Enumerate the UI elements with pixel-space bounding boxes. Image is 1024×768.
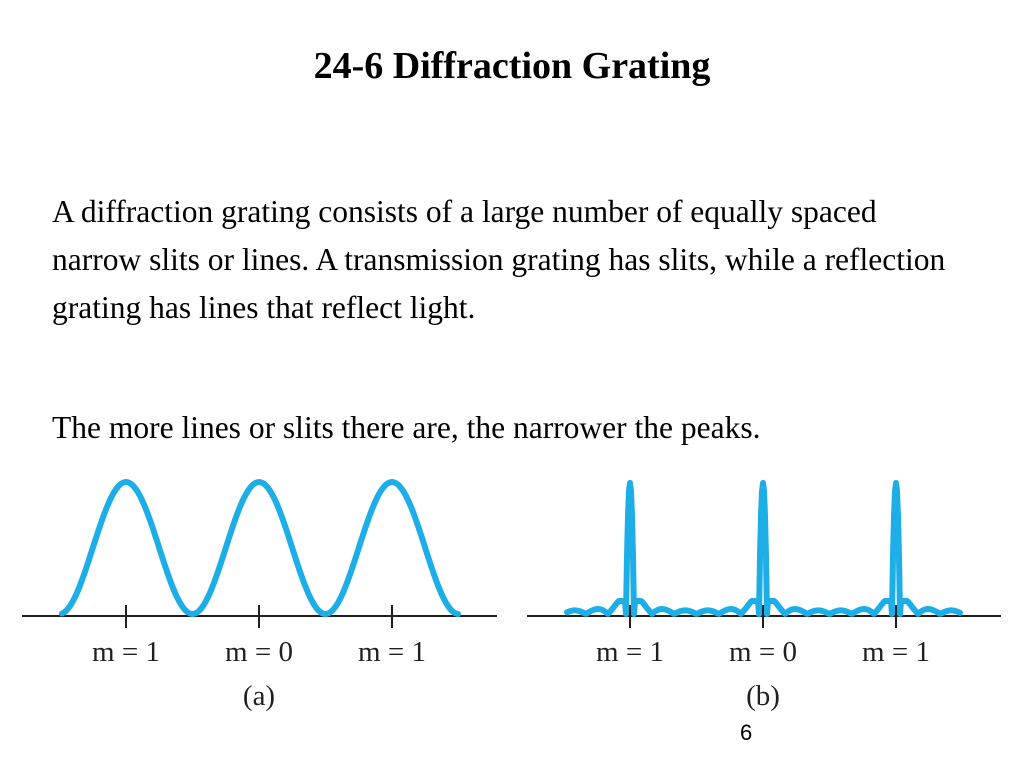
intensity-curve-b <box>564 480 963 617</box>
label-b-2: m = 0 <box>729 636 797 668</box>
intensity-curve-a <box>59 479 461 617</box>
label-b-1: m = 1 <box>596 636 664 668</box>
paragraph-peaks: The more lines or slits there are, the n… <box>52 410 761 445</box>
figure-b: m = 1 m = 0 m = 1 (b) <box>527 480 1001 712</box>
slide-title: 24-6 Diffraction Grating <box>313 45 711 87</box>
label-a-1: m = 1 <box>92 636 160 668</box>
label-a-2: m = 0 <box>225 636 293 668</box>
figure-a: m = 1 m = 0 m = 1 (a) <box>22 479 497 712</box>
paragraph-definition: A diffraction grating consists of a larg… <box>52 194 946 325</box>
page-number: 6 <box>740 720 753 745</box>
label-b-3: m = 1 <box>862 636 930 668</box>
label-a-3: m = 1 <box>358 636 426 668</box>
caption-b: (b) <box>746 680 780 712</box>
caption-a: (a) <box>243 680 275 712</box>
